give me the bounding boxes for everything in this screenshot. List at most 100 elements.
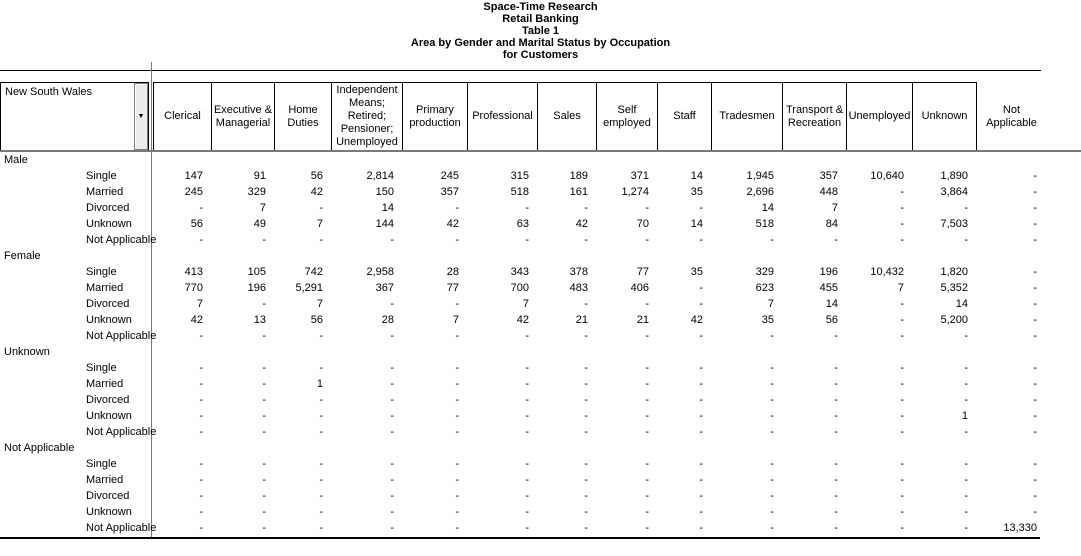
data-cell[interactable]: - [964, 506, 968, 518]
data-cell[interactable]: 42 [690, 314, 703, 326]
data-cell[interactable]: - [1033, 298, 1037, 310]
data-cell[interactable]: - [1033, 234, 1037, 246]
data-cell[interactable]: - [455, 378, 459, 390]
data-cell[interactable]: - [770, 474, 774, 486]
data-cell[interactable]: - [834, 522, 838, 534]
data-cell[interactable]: - [770, 234, 774, 246]
data-cell[interactable]: 7 [767, 298, 774, 310]
data-cell[interactable]: - [199, 522, 203, 534]
data-cell[interactable]: - [455, 506, 459, 518]
data-cell[interactable]: - [319, 202, 323, 214]
row-label[interactable]: Married [86, 282, 124, 294]
data-cell[interactable]: - [1033, 394, 1037, 406]
column-header[interactable]: Professional [467, 82, 538, 151]
data-cell[interactable]: - [584, 378, 588, 390]
data-cell[interactable]: - [390, 378, 394, 390]
data-cell[interactable]: - [645, 490, 649, 502]
data-cell[interactable]: - [525, 490, 529, 502]
data-cell[interactable]: - [525, 506, 529, 518]
data-cell[interactable]: - [584, 234, 588, 246]
data-cell[interactable]: - [199, 362, 203, 374]
data-cell[interactable]: - [964, 458, 968, 470]
data-cell[interactable]: - [199, 490, 203, 502]
data-cell[interactable]: - [199, 202, 203, 214]
data-cell[interactable]: 196 [819, 266, 838, 278]
column-header[interactable]: Self employed [596, 82, 658, 151]
data-cell[interactable]: - [645, 362, 649, 374]
data-cell[interactable]: - [455, 362, 459, 374]
data-cell[interactable]: - [199, 458, 203, 470]
data-cell[interactable]: - [699, 426, 703, 438]
data-cell[interactable]: - [645, 378, 649, 390]
row-dimension-header[interactable]: New South Wales ▼ [0, 82, 149, 151]
data-cell[interactable]: - [319, 426, 323, 438]
data-cell[interactable]: 147 [184, 170, 203, 182]
data-cell[interactable]: - [834, 378, 838, 390]
data-cell[interactable]: - [455, 426, 459, 438]
data-cell[interactable]: - [525, 410, 529, 422]
data-cell[interactable]: - [262, 426, 266, 438]
data-cell[interactable]: - [525, 362, 529, 374]
data-cell[interactable]: 35 [761, 314, 774, 326]
row-label[interactable]: Divorced [86, 394, 130, 406]
data-cell[interactable]: - [645, 458, 649, 470]
data-cell[interactable]: - [699, 474, 703, 486]
data-cell[interactable]: 406 [630, 282, 649, 294]
data-cell[interactable]: 161 [569, 186, 588, 198]
row-label[interactable]: Single [86, 362, 117, 374]
data-cell[interactable]: - [525, 330, 529, 342]
data-cell[interactable]: - [455, 202, 459, 214]
data-cell[interactable]: - [900, 218, 904, 230]
data-cell[interactable]: - [834, 474, 838, 486]
data-cell[interactable]: - [964, 426, 968, 438]
data-cell[interactable]: - [199, 378, 203, 390]
data-cell[interactable]: - [900, 426, 904, 438]
data-cell[interactable]: 28 [446, 266, 459, 278]
data-cell[interactable]: 455 [819, 282, 838, 294]
data-cell[interactable]: - [455, 410, 459, 422]
data-cell[interactable]: - [1033, 362, 1037, 374]
data-cell[interactable]: - [834, 490, 838, 502]
row-label[interactable]: Unknown [86, 506, 132, 518]
data-cell[interactable]: - [319, 234, 323, 246]
data-cell[interactable]: 91 [253, 170, 266, 182]
data-cell[interactable]: 196 [247, 282, 266, 294]
data-cell[interactable]: - [900, 394, 904, 406]
data-cell[interactable]: - [699, 298, 703, 310]
row-label[interactable]: Married [86, 378, 124, 390]
data-cell[interactable]: - [964, 330, 968, 342]
data-cell[interactable]: - [390, 490, 394, 502]
data-cell[interactable]: 70 [636, 218, 649, 230]
data-cell[interactable]: - [964, 378, 968, 390]
data-cell[interactable]: - [770, 394, 774, 406]
data-cell[interactable]: 35 [690, 186, 703, 198]
data-cell[interactable]: - [390, 362, 394, 374]
data-cell[interactable]: - [900, 330, 904, 342]
data-cell[interactable]: - [319, 490, 323, 502]
data-cell[interactable]: 42 [446, 218, 459, 230]
data-cell[interactable]: - [770, 458, 774, 470]
data-cell[interactable]: - [455, 330, 459, 342]
data-cell[interactable]: 35 [690, 266, 703, 278]
data-cell[interactable]: - [319, 506, 323, 518]
data-cell[interactable]: 7,503 [940, 218, 968, 230]
data-cell[interactable]: - [1033, 378, 1037, 390]
data-cell[interactable]: 10,432 [870, 266, 904, 278]
row-label[interactable]: Unknown [86, 314, 132, 326]
data-cell[interactable]: - [1033, 266, 1037, 278]
data-cell[interactable]: - [900, 202, 904, 214]
data-cell[interactable]: - [199, 474, 203, 486]
data-cell[interactable]: 770 [184, 282, 203, 294]
row-group-label[interactable]: Male [4, 154, 28, 166]
data-cell[interactable]: - [699, 202, 703, 214]
data-cell[interactable]: 21 [575, 314, 588, 326]
data-cell[interactable]: - [319, 394, 323, 406]
data-cell[interactable]: - [262, 330, 266, 342]
data-cell[interactable]: - [319, 474, 323, 486]
data-cell[interactable]: - [262, 506, 266, 518]
data-cell[interactable]: - [262, 522, 266, 534]
data-cell[interactable]: 56 [190, 218, 203, 230]
data-cell[interactable]: 518 [510, 186, 529, 198]
data-cell[interactable]: 63 [516, 218, 529, 230]
data-cell[interactable]: 14 [761, 202, 774, 214]
